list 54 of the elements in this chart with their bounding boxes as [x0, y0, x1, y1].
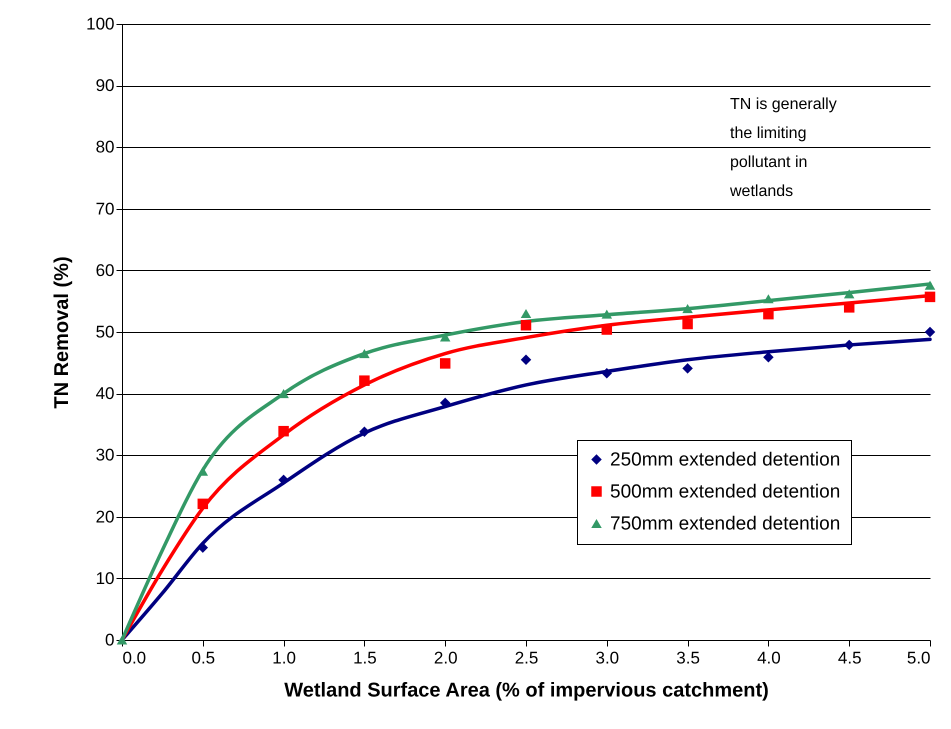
y-tick-label: 90 [96, 76, 114, 96]
y-tick-label: 40 [96, 384, 114, 404]
y-tick-label: 80 [96, 138, 114, 157]
point [924, 280, 936, 290]
point [763, 294, 774, 304]
y-tick-label: 10 [96, 568, 114, 588]
y-tick-label: 0 [105, 630, 114, 650]
point [924, 326, 936, 338]
point [844, 289, 854, 298]
point [602, 368, 612, 379]
point [278, 474, 289, 486]
x-axis-title: Wetland Surface Area (% of impervious catchment) [284, 680, 769, 702]
point [520, 354, 532, 365]
y-tick-label: 30 [96, 446, 114, 465]
point [682, 363, 693, 374]
point [602, 324, 612, 335]
point [278, 426, 289, 436]
legend-label: 250mm extended detention [610, 450, 840, 470]
legend-label: 750mm extended detention [610, 514, 840, 534]
x-tick-label: 1.0 [272, 648, 296, 668]
legend-label: 500mm extended detention [610, 482, 840, 502]
y-tick-label: 100 [86, 14, 114, 34]
point [359, 349, 370, 358]
x-tick-label: 5.0 [906, 648, 930, 668]
y-tick-label: 60 [96, 260, 114, 280]
x-tick-label: 3.0 [595, 648, 620, 668]
point [520, 308, 532, 318]
x-tick-label: 3.5 [676, 648, 700, 668]
point [198, 466, 208, 476]
y-tick-label: 20 [96, 507, 114, 526]
point [844, 340, 854, 350]
point [924, 292, 936, 302]
annotation: TN is generally the limiting pollutant in wetlands [729, 96, 837, 200]
point [440, 358, 450, 369]
point [278, 389, 289, 398]
y-tick-label: 50 [96, 322, 114, 342]
point [359, 375, 370, 386]
x-tick-label: 0.5 [191, 648, 216, 668]
point [520, 320, 532, 330]
x-tick-label: 2.0 [434, 648, 458, 668]
point [440, 332, 450, 342]
x-tick-label: 4.5 [838, 648, 862, 668]
x-tick-label: 2.5 [514, 648, 538, 668]
point [763, 352, 774, 362]
x-tick-label: 1.5 [353, 648, 377, 668]
point [602, 310, 612, 319]
x-tick-label: 4.0 [757, 648, 781, 668]
point [682, 318, 693, 330]
point [682, 304, 693, 314]
x-tick-label: 0.0 [122, 648, 146, 668]
y-tick-label: 70 [96, 199, 114, 218]
point [359, 426, 370, 438]
point [198, 498, 208, 510]
y-axis-title: TN Removal (%) [51, 256, 74, 409]
